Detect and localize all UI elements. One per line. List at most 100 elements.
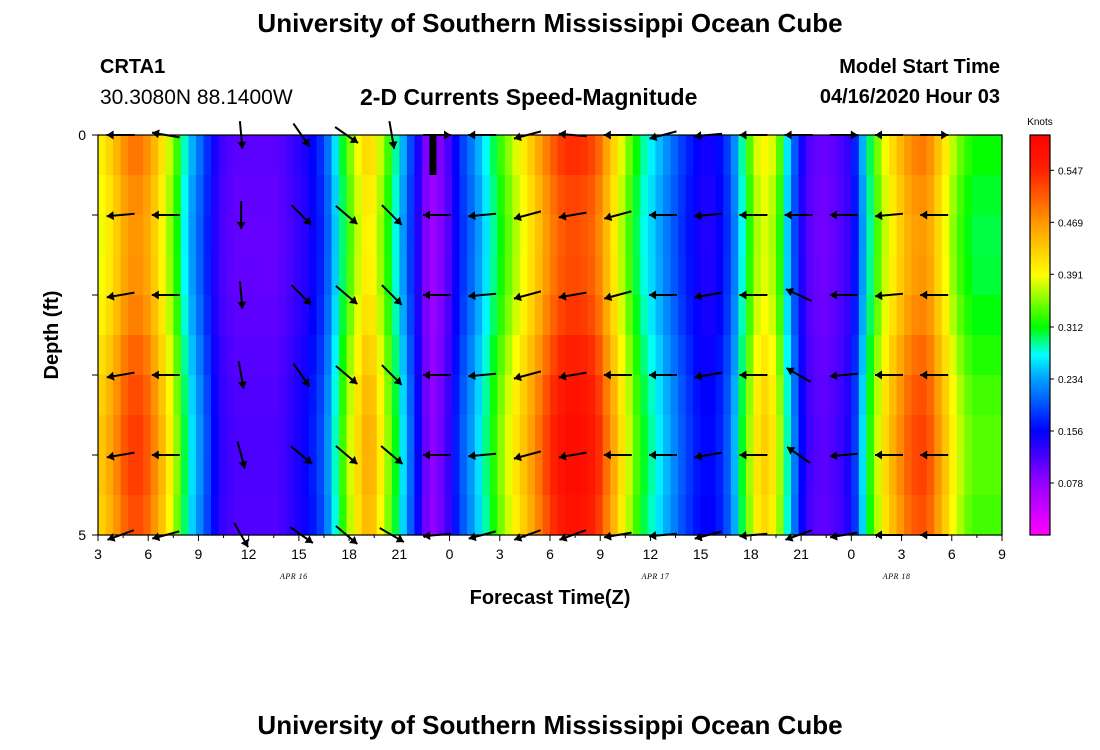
heat-cell	[715, 215, 724, 256]
heat-cell	[278, 335, 287, 376]
heat-cell	[557, 335, 566, 376]
heat-cell	[572, 175, 581, 216]
heat-cell	[745, 295, 754, 336]
heat-cell	[248, 415, 257, 456]
heat-cell	[278, 455, 287, 496]
current-vector-head	[829, 371, 838, 381]
heat-cell	[821, 335, 830, 376]
heat-cell	[625, 255, 634, 296]
heat-cell	[293, 255, 302, 296]
heat-cell	[813, 455, 822, 496]
heat-cell	[384, 255, 393, 296]
heat-cell	[459, 455, 468, 496]
heat-cell	[248, 255, 257, 296]
heat-cell	[233, 215, 242, 256]
heat-cell	[263, 455, 272, 496]
current-vector-head	[240, 538, 249, 548]
current-vector-head	[236, 222, 246, 229]
heat-cell	[105, 255, 114, 296]
heat-cell	[527, 255, 536, 296]
heat-cell	[979, 295, 988, 336]
current-vector-head	[423, 210, 430, 220]
current-vector-head	[423, 370, 430, 380]
heat-cell	[813, 415, 822, 456]
heat-cell	[941, 255, 950, 296]
current-vector-head	[237, 301, 247, 309]
heat-cell	[316, 415, 325, 456]
heat-cell	[271, 175, 280, 216]
heat-cell	[647, 375, 657, 416]
heat-cell	[964, 255, 973, 296]
x-tick-label: 18	[743, 546, 759, 562]
heat-cell	[557, 415, 566, 456]
heat-cell	[406, 495, 415, 536]
heat-cell	[934, 495, 943, 536]
heat-cell	[135, 175, 144, 216]
heat-cell	[278, 215, 287, 256]
heat-cell	[768, 175, 777, 216]
heat-cell	[941, 495, 950, 536]
heat-cell	[889, 375, 898, 416]
heat-cell	[324, 335, 333, 376]
heat-cell	[926, 455, 935, 496]
heat-cell	[610, 375, 619, 416]
heat-cell	[708, 175, 717, 216]
heat-cell	[896, 215, 905, 256]
heat-cell	[203, 495, 212, 536]
heat-cell	[904, 175, 913, 216]
heat-cell	[798, 135, 807, 176]
heat-cell	[625, 135, 634, 176]
heat-cell	[248, 375, 257, 416]
current-vector-head	[920, 370, 928, 380]
heat-cell	[339, 255, 348, 296]
heat-cell	[361, 135, 370, 176]
heat-cell	[497, 335, 506, 376]
heat-cell	[256, 295, 265, 336]
heat-cell	[836, 495, 845, 536]
heat-cell	[949, 495, 958, 536]
heat-cell	[203, 295, 212, 336]
heat-cell	[685, 455, 694, 496]
heat-cell	[723, 455, 732, 496]
heat-cell	[723, 375, 732, 416]
heat-cell	[889, 335, 898, 376]
heat-cell	[173, 215, 182, 256]
heat-cell	[971, 215, 980, 256]
heat-cell	[143, 455, 152, 496]
page-title: University of Southern Mississippi Ocean…	[257, 8, 843, 38]
heat-cell	[738, 255, 747, 296]
current-vector-head	[558, 291, 567, 301]
heat-cell	[926, 215, 935, 256]
heat-cell	[211, 215, 220, 256]
heat-cell	[218, 215, 227, 256]
heat-cell	[708, 255, 717, 296]
heat-cell	[376, 135, 385, 176]
heat-cell	[550, 295, 559, 336]
heat-cell	[459, 495, 468, 536]
heat-cell	[632, 495, 641, 536]
heat-cell	[632, 335, 641, 376]
heat-cell	[941, 415, 950, 456]
heat-cell	[180, 375, 189, 416]
heat-cell	[414, 375, 423, 416]
heat-cell	[542, 295, 551, 336]
heat-cell	[798, 415, 807, 456]
current-vector-head	[513, 452, 522, 462]
heat-cell	[843, 375, 852, 416]
heat-cell	[399, 135, 408, 176]
heat-cell	[105, 215, 114, 256]
heat-cell	[384, 215, 393, 256]
heat-cell	[286, 295, 295, 336]
heat-cell	[474, 495, 483, 536]
heat-cell	[293, 175, 302, 216]
heat-cell	[738, 335, 747, 376]
heat-cell	[580, 495, 589, 536]
heat-cell	[723, 495, 732, 536]
heat-cell	[617, 495, 626, 536]
heat-cell	[776, 135, 785, 176]
heat-cell	[218, 335, 227, 376]
heat-cell	[339, 415, 348, 456]
heat-cell	[203, 175, 212, 216]
heat-cell	[293, 495, 302, 536]
heat-cell	[776, 335, 785, 376]
